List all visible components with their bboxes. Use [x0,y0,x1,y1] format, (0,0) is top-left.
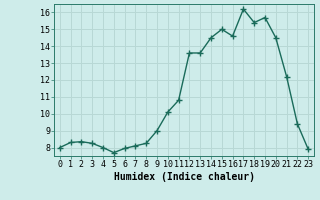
X-axis label: Humidex (Indice chaleur): Humidex (Indice chaleur) [114,172,254,182]
